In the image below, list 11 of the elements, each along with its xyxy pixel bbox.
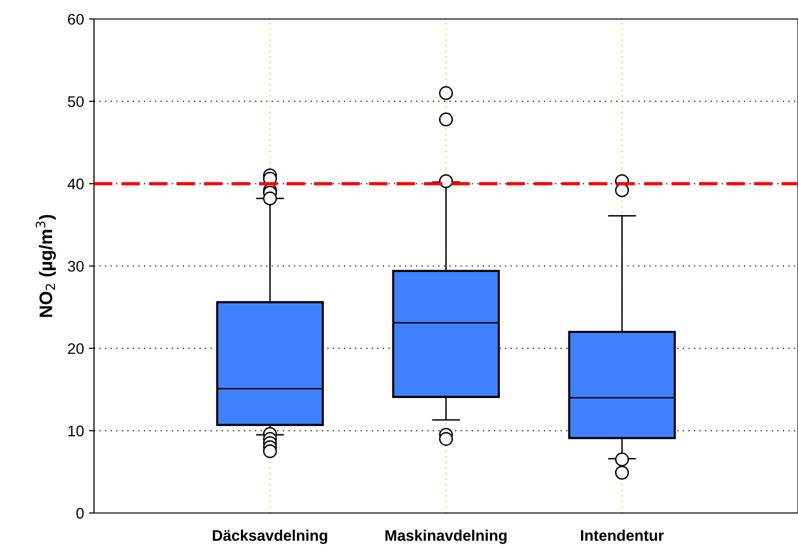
y-tick-label: 20 xyxy=(68,343,84,354)
x-tick-label: Maskinavdelning xyxy=(385,530,507,544)
y-axis-title: NO$_{2}$ (µg/m$^{3}$) xyxy=(36,214,56,317)
x-tick-label: Däcksavdelning xyxy=(212,530,328,544)
y-tick-label: 50 xyxy=(68,96,84,108)
x-tick-label: Intendentur xyxy=(581,530,664,541)
y-tick-label: 30 xyxy=(68,260,84,272)
y-tick-label: 10 xyxy=(68,426,84,436)
y-tick-label: 60 xyxy=(68,14,84,25)
y-tick-label: 0 xyxy=(76,508,84,519)
y-tick-label: 40 xyxy=(68,178,84,190)
